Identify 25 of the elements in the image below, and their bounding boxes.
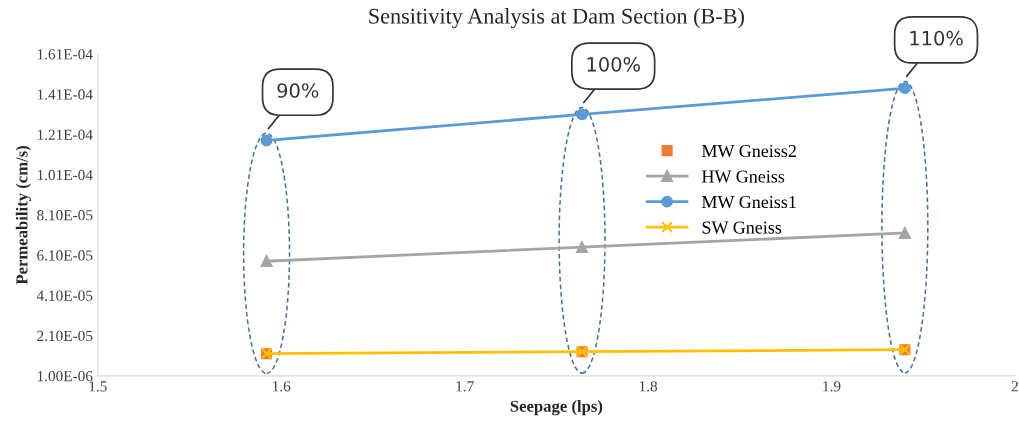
x-axis-title: Seepage (lps)	[510, 400, 603, 416]
legend-label: HW Gneiss	[701, 170, 785, 183]
annotation: 90%	[277, 83, 319, 98]
y-tick-label: 1.01E-04	[37, 169, 93, 181]
legend-label: MW Gneiss2	[701, 144, 796, 158]
y-tick-label: 8.10E-05	[37, 210, 93, 221]
x-tick-label: 1.8	[639, 381, 658, 392]
x-tick-label: 1.6	[273, 381, 291, 392]
y-tick-label: 1.00E-06	[37, 370, 93, 382]
chart-title: Sensitivity Analysis at Dam Section (B-B)	[369, 8, 744, 29]
text: 110%	[910, 30, 963, 46]
y-tick-label: 1.41E-04	[37, 89, 93, 100]
y-tick-label: 1.61E-04	[37, 49, 93, 60]
x-tick-label: 2	[1011, 381, 1018, 392]
annotation: 100%	[587, 57, 640, 72]
y-tick-label: 1.21E-04	[37, 129, 93, 140]
legend-label: SW Gneiss	[702, 221, 782, 234]
y-tick-label: 4.10E-05	[36, 290, 93, 301]
y-axis-title: Permeability (cm/s)	[15, 146, 31, 285]
legend-label: MW Gneiss1	[701, 195, 796, 209]
y-tick-label: 2.10E-05	[37, 330, 93, 342]
x-tick-label: 1.7	[456, 381, 474, 392]
x-tick-label: 1.5	[89, 381, 107, 392]
y-tick-label: 6.10E-05	[37, 250, 93, 261]
x-tick-label: 1.9	[823, 381, 841, 392]
